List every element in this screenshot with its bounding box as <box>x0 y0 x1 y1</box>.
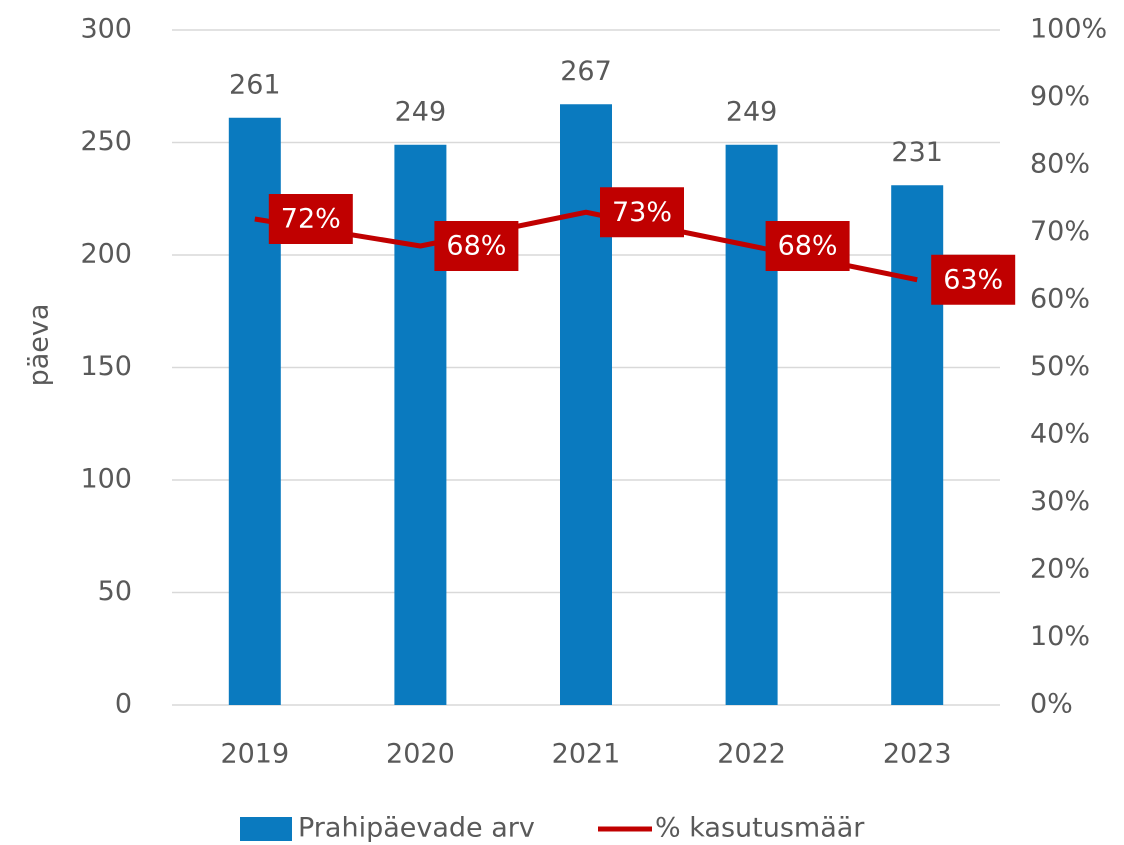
y2-tick-label: 60% <box>1030 284 1090 315</box>
y-tick-label: 300 <box>80 14 132 45</box>
y-tick-label: 250 <box>80 126 132 157</box>
legend-swatch <box>240 817 292 841</box>
line-value-label: 73% <box>612 197 672 228</box>
bar-value-label: 249 <box>726 96 778 127</box>
line-value-label: 68% <box>446 231 506 262</box>
data-label-box <box>600 187 684 238</box>
y-tick-label: 0 <box>115 689 132 720</box>
y2-tick-label: 80% <box>1030 149 1090 180</box>
y2-tick-label: 20% <box>1030 554 1090 585</box>
y2-tick-label: 30% <box>1030 486 1090 517</box>
line-value-label: 72% <box>281 204 341 235</box>
data-label-box <box>434 221 519 271</box>
x-tick-label: 2022 <box>717 739 786 770</box>
line-value-label: 63% <box>943 264 1003 295</box>
x-tick-label: 2019 <box>220 739 289 770</box>
data-label-box <box>931 254 1016 305</box>
y2-tick-label: 90% <box>1030 81 1090 112</box>
y-tick-label: 100 <box>80 464 132 495</box>
bar-value-label: 261 <box>229 69 281 100</box>
y2-tick-label: 50% <box>1030 351 1090 382</box>
y2-tick-label: 70% <box>1030 216 1090 247</box>
y2-tick-label: 40% <box>1030 419 1090 450</box>
legend-label: Prahipäevade arv <box>298 813 535 844</box>
data-label-box <box>268 194 353 244</box>
x-tick-label: 2021 <box>552 739 621 770</box>
y-axis-label: päeva <box>24 304 55 387</box>
y-tick-label: 50 <box>98 576 132 607</box>
line-value-label: 68% <box>778 231 838 262</box>
x-tick-label: 2023 <box>883 739 952 770</box>
bar-value-label: 249 <box>395 96 447 127</box>
y-tick-label: 150 <box>80 351 132 382</box>
legend-label: % kasutusmäär <box>655 813 865 844</box>
bar-value-label: 267 <box>560 56 612 87</box>
y2-tick-label: 10% <box>1030 621 1090 652</box>
x-tick-label: 2020 <box>386 739 455 770</box>
y2-tick-label: 100% <box>1030 14 1107 45</box>
data-label-box <box>765 221 850 271</box>
bar-value-label: 231 <box>891 137 943 168</box>
y-tick-label: 200 <box>80 239 132 270</box>
y2-tick-label: 0% <box>1030 689 1073 720</box>
